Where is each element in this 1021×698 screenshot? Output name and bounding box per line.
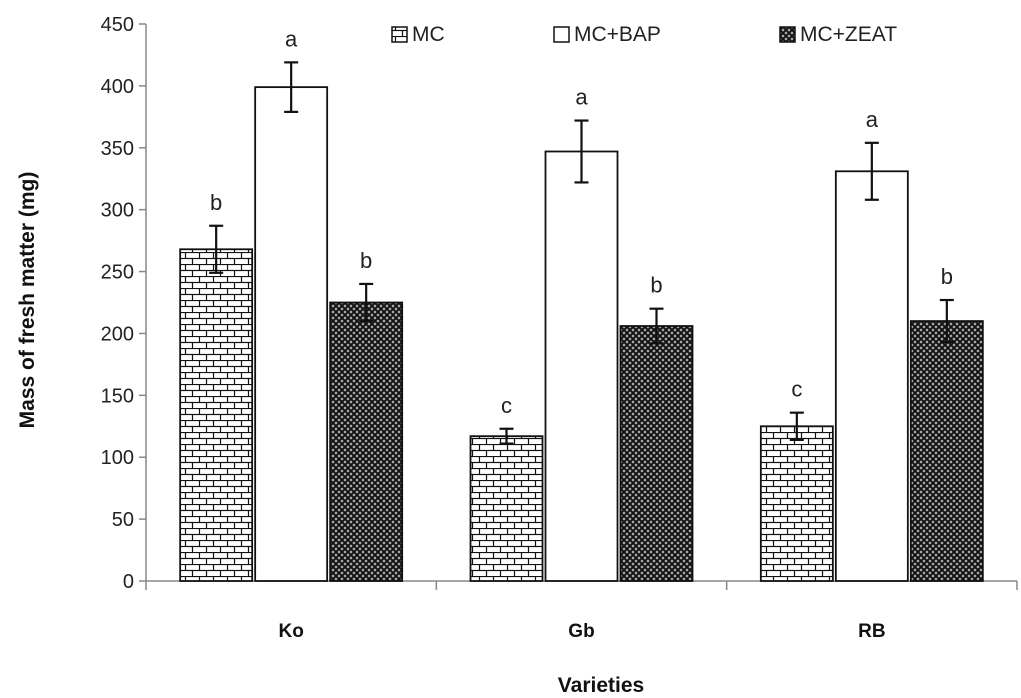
y-tick-label: 100 <box>101 447 134 469</box>
bar <box>179 248 254 582</box>
x-axis-title: Varieties <box>558 674 644 697</box>
y-tick-label: 50 <box>112 509 134 531</box>
bar <box>329 301 404 582</box>
significance-label: b <box>941 264 953 289</box>
significance-label: b <box>360 248 372 273</box>
significance-label: c <box>501 393 512 418</box>
legend-swatch-mc-bap <box>553 26 570 43</box>
significance-label: c <box>791 377 802 402</box>
y-axis-title: Mass of fresh matter (mg) <box>16 172 39 429</box>
bar <box>619 325 694 582</box>
x-category-label: RB <box>858 621 885 642</box>
significance-label: a <box>866 107 879 132</box>
y-tick-label: 350 <box>101 138 134 160</box>
significance-label: b <box>210 190 222 215</box>
significance-label: a <box>575 85 588 110</box>
bar <box>834 170 909 582</box>
bar <box>254 86 329 582</box>
bar <box>544 150 619 582</box>
y-tick-label: 300 <box>101 200 134 222</box>
legend-label-mc-zeat: MC+ZEAT <box>800 23 897 46</box>
significance-label: b <box>650 273 662 298</box>
legend-label-mc-bap: MC+BAP <box>574 23 661 46</box>
x-category-label: Gb <box>568 621 594 642</box>
bar <box>759 425 834 582</box>
y-tick-label: 450 <box>101 14 134 36</box>
bar <box>469 435 544 582</box>
y-tick-label: 200 <box>101 323 134 345</box>
y-tick-label: 150 <box>101 385 134 407</box>
legend-label-mc: MC <box>412 23 445 46</box>
y-tick-label: 400 <box>101 76 134 98</box>
bar <box>909 320 984 582</box>
y-tick-label: 0 <box>123 571 134 593</box>
legend: MC MC+BAP MC+ZEAT <box>391 23 897 46</box>
x-category-label: Ko <box>279 621 304 642</box>
legend-swatch-mc-zeat <box>779 26 796 43</box>
y-tick-label: 250 <box>101 262 134 284</box>
plot-area: 0 50 100 150 200 250 300 350 400 450 b a b Ko c a b Gb c a b… <box>101 14 1018 642</box>
legend-swatch-mc <box>391 26 408 43</box>
significance-label: a <box>285 26 298 51</box>
